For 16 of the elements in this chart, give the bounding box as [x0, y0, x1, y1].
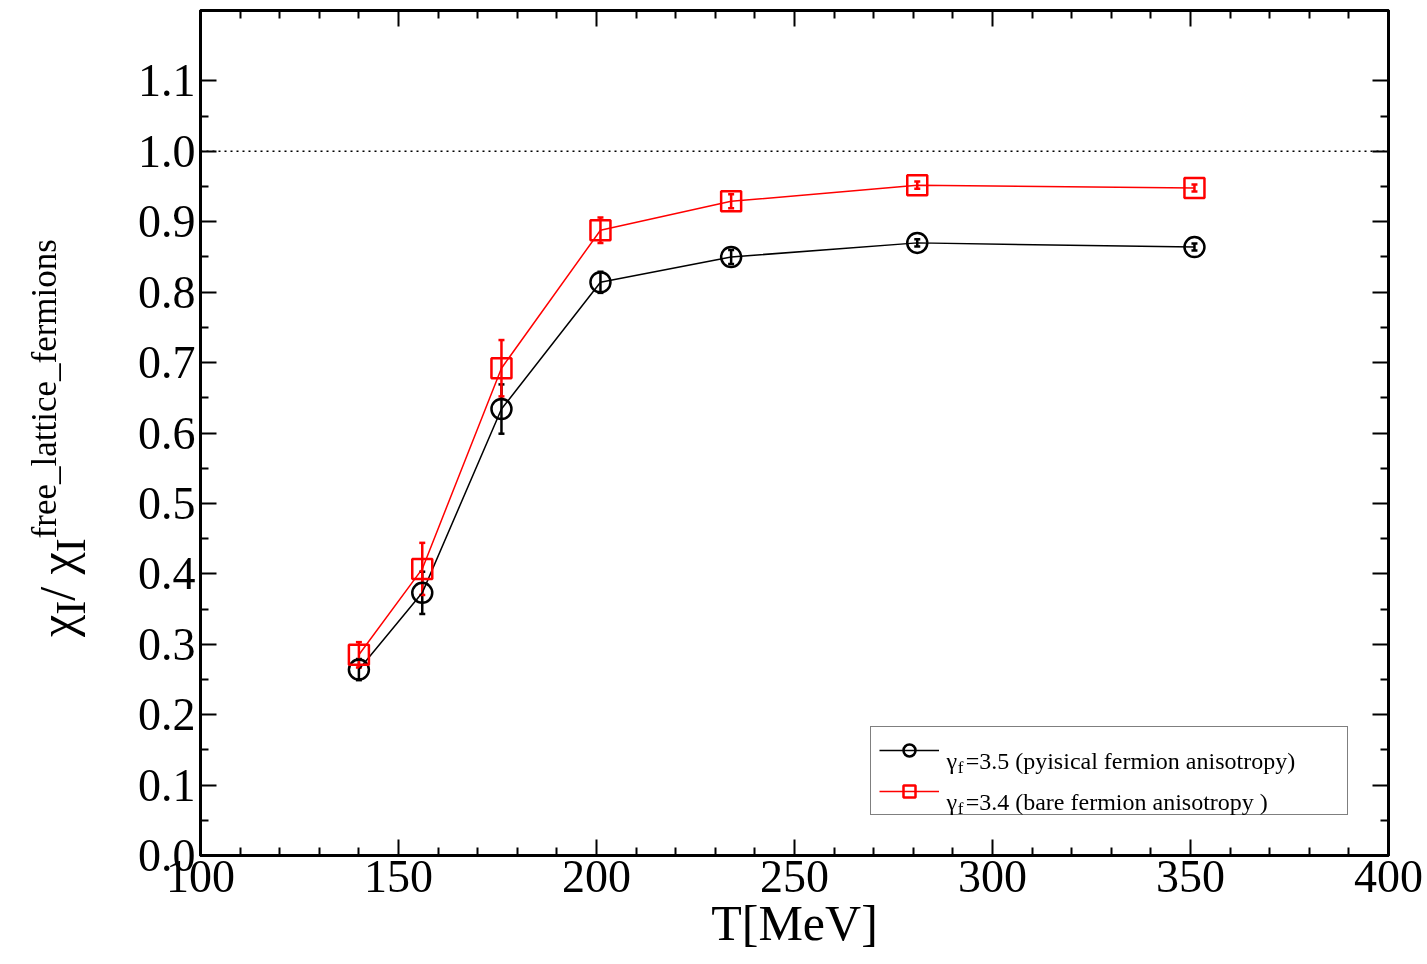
y-tick-label: 1.0 [138, 125, 196, 177]
y-tick-label: 0.2 [138, 689, 196, 741]
y-tick-label: 1.1 [138, 55, 196, 107]
y-tick-label: 0.1 [138, 759, 196, 811]
x-tick-label: 300 [958, 850, 1027, 902]
y-tick-label: 0.5 [138, 477, 196, 529]
y-tick-label: 0.3 [138, 618, 196, 670]
y-tick-label: 0.6 [138, 407, 196, 459]
y-tick-label: 0.8 [138, 266, 196, 318]
x-tick-label: 400 [1354, 850, 1423, 902]
x-tick-label: 350 [1156, 850, 1225, 902]
y-tick-label: 0.7 [138, 337, 196, 389]
y-tick-label: 0.4 [138, 548, 196, 600]
y-tick-label: 0.9 [138, 196, 196, 248]
x-tick-label: 150 [364, 850, 433, 902]
x-tick-label: 200 [562, 850, 631, 902]
